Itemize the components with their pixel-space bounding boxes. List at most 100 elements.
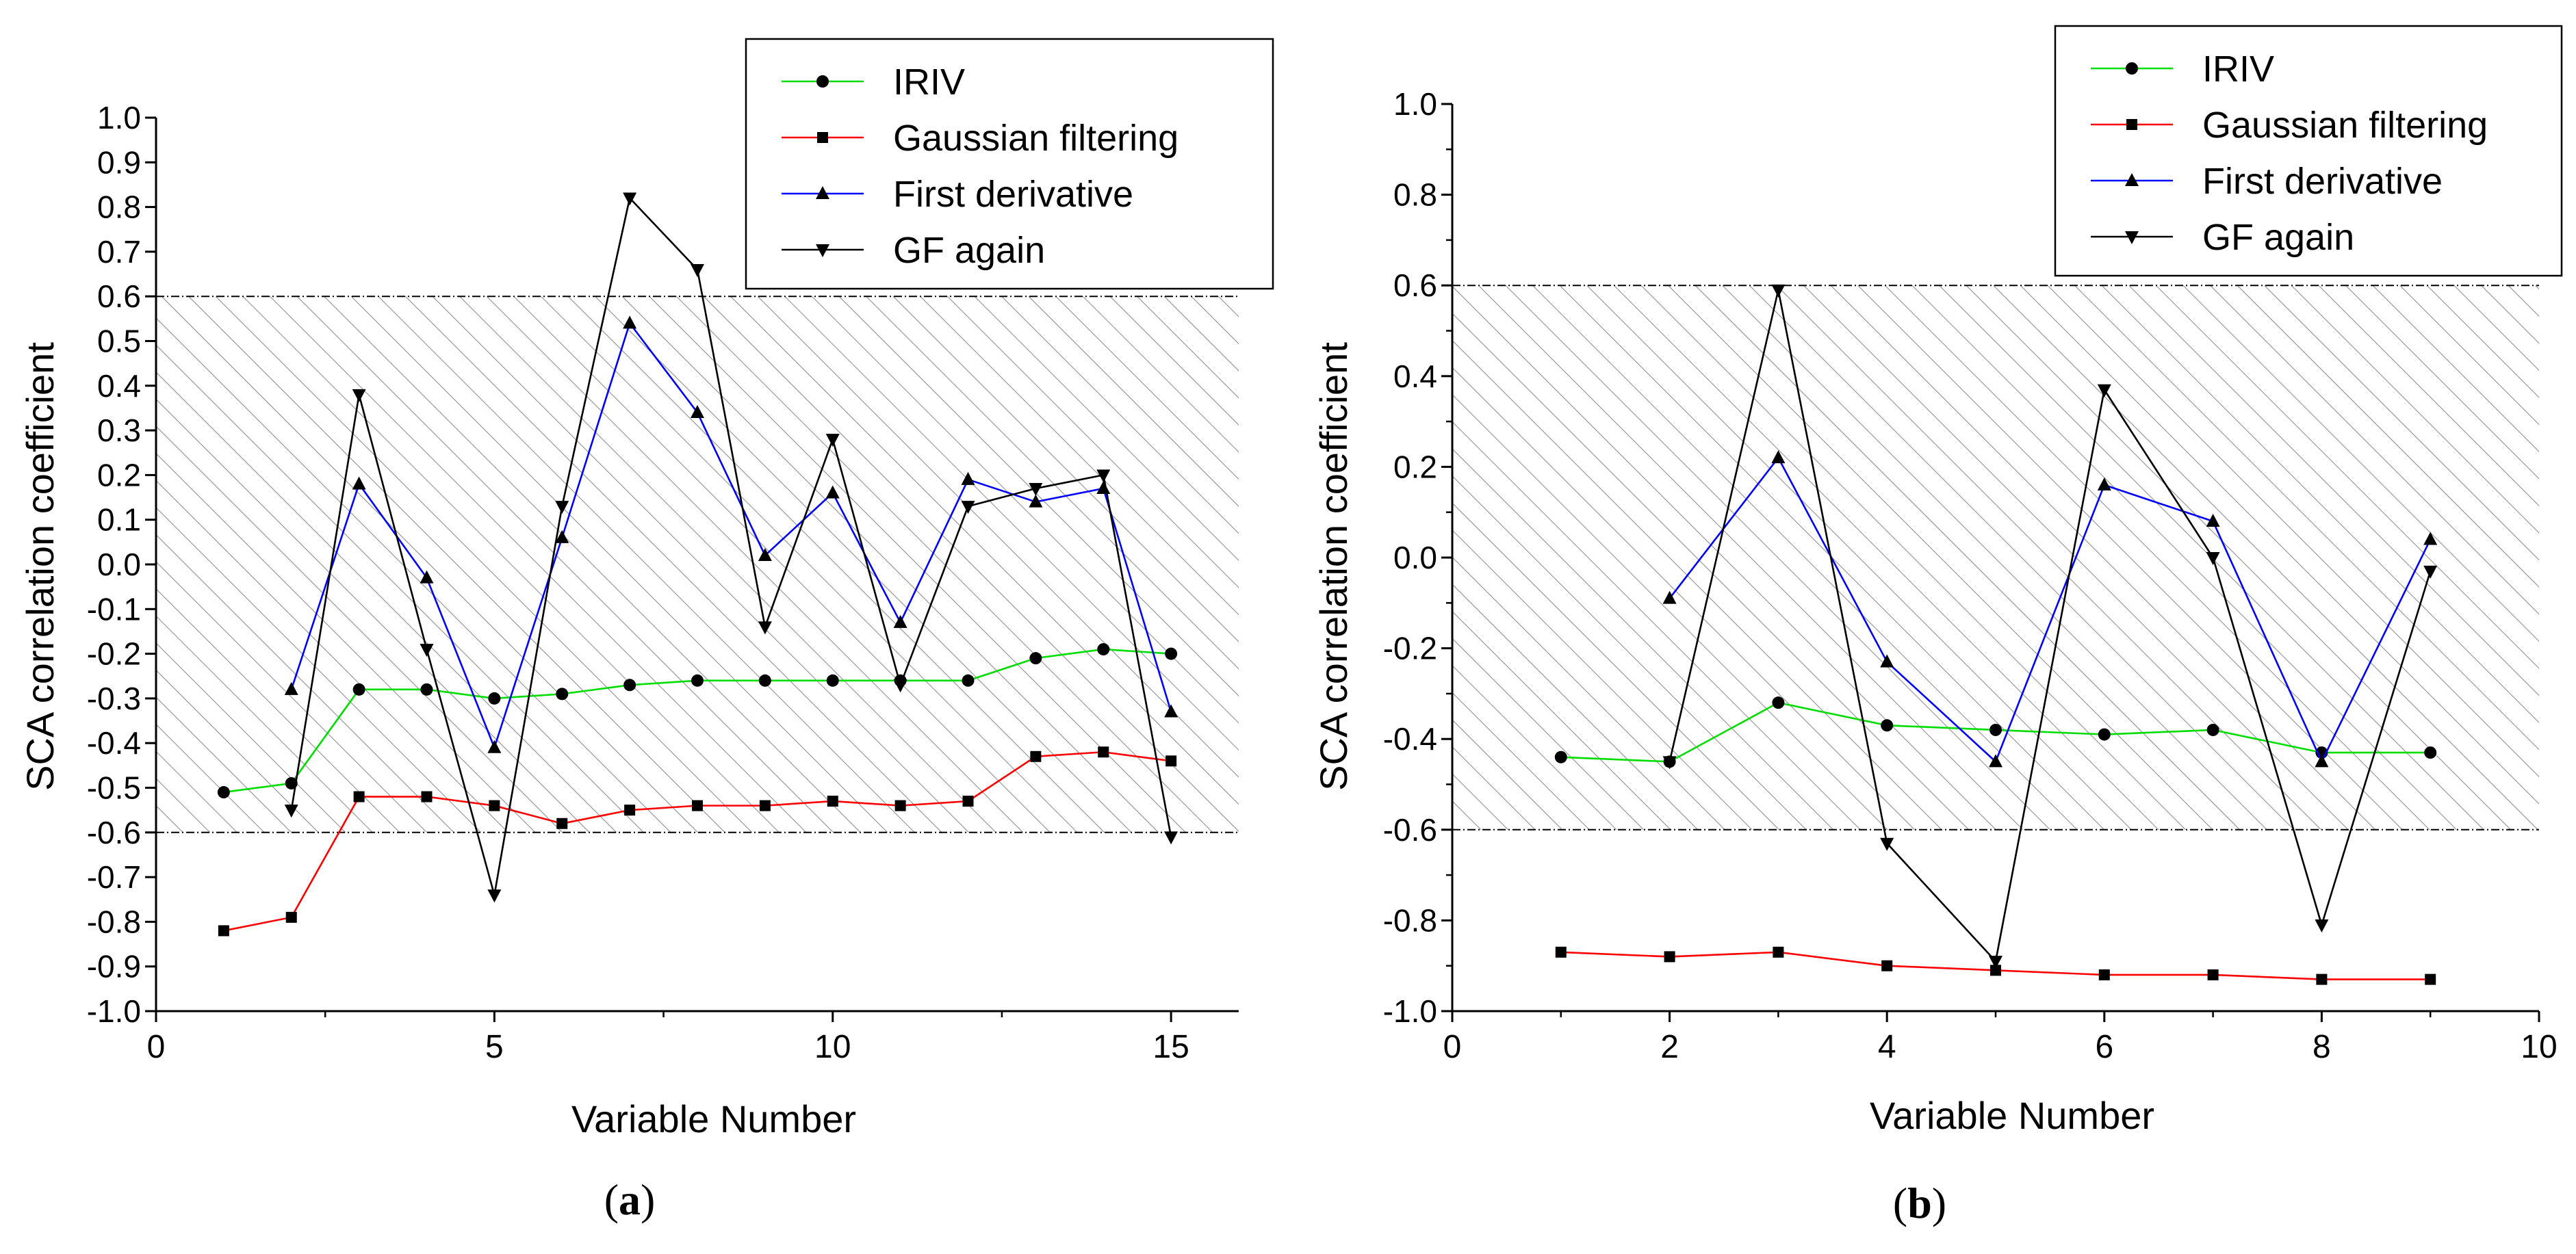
x-tick-label-b-1: 2 bbox=[1660, 1029, 1679, 1065]
data-point-a-0-14 bbox=[1165, 647, 1178, 660]
legend-marker-a-1 bbox=[817, 132, 828, 143]
data-point-b-1-4 bbox=[1990, 965, 2001, 976]
data-point-a-1-6 bbox=[624, 805, 636, 816]
y-tick-label-a-8: -0.2 bbox=[87, 636, 141, 672]
panel-caption-a: (a) bbox=[604, 1175, 656, 1224]
data-point-a-3-1 bbox=[352, 389, 366, 402]
data-point-a-2-2 bbox=[420, 570, 434, 584]
data-point-a-0-9 bbox=[826, 674, 839, 687]
data-point-a-0-13 bbox=[1097, 643, 1110, 656]
threshold-band-b bbox=[1452, 285, 2539, 830]
y-tick-label-a-20: 1.0 bbox=[97, 100, 141, 135]
legend-label-b-1: Gaussian filtering bbox=[2202, 105, 2488, 146]
data-point-a-2-11 bbox=[1029, 494, 1043, 508]
data-point-a-0-0 bbox=[217, 786, 230, 799]
legend-label-a-1: Gaussian filtering bbox=[893, 118, 1178, 159]
series-group-b bbox=[1554, 284, 2438, 985]
y-tick-label-b-9: 0.8 bbox=[1393, 177, 1437, 213]
data-point-a-3-10 bbox=[961, 501, 975, 514]
data-point-a-0-2 bbox=[352, 683, 365, 696]
x-axis-label-a: Variable Number bbox=[571, 1097, 856, 1140]
data-point-a-1-3 bbox=[421, 791, 433, 802]
y-tick-label-a-18: 0.8 bbox=[97, 190, 141, 225]
data-point-a-2-6 bbox=[691, 404, 704, 418]
series-line-b-3 bbox=[1669, 289, 2432, 963]
data-point-b-3-5 bbox=[2206, 552, 2220, 565]
data-point-a-0-6 bbox=[623, 679, 636, 692]
y-tick-label-a-16: 0.6 bbox=[97, 278, 141, 314]
threshold-band-a bbox=[156, 296, 1239, 833]
series-line-a-2 bbox=[290, 321, 1172, 750]
y-tick-label-a-17: 0.7 bbox=[97, 234, 141, 270]
legend-label-b-0: IRIV bbox=[2202, 49, 2274, 90]
data-point-a-2-4 bbox=[555, 530, 569, 543]
data-point-a-3-12 bbox=[1096, 469, 1111, 483]
y-tick-label-b-0: -1.0 bbox=[1383, 993, 1437, 1029]
data-point-b-0-5 bbox=[2098, 728, 2111, 741]
y-tick-label-a-11: 0.1 bbox=[97, 502, 141, 538]
data-point-a-2-3 bbox=[487, 740, 502, 753]
data-point-a-0-11 bbox=[962, 674, 975, 687]
y-tick-label-a-0: -1.0 bbox=[87, 993, 141, 1029]
x-tick-label-b-3: 6 bbox=[2095, 1029, 2113, 1065]
y-axis-label-a: SCA correlation coefficient bbox=[18, 342, 62, 791]
data-point-a-3-0 bbox=[284, 805, 298, 818]
y-tick-label-b-6: 0.2 bbox=[1393, 449, 1437, 484]
data-point-a-1-8 bbox=[759, 800, 771, 811]
y-tick-label-b-3: -0.4 bbox=[1383, 721, 1437, 757]
data-point-a-1-11 bbox=[962, 796, 974, 807]
data-point-b-0-6 bbox=[2206, 723, 2219, 736]
y-tick-label-b-8: 0.6 bbox=[1393, 267, 1437, 303]
data-point-a-1-7 bbox=[692, 800, 703, 811]
data-point-b-2-3 bbox=[1989, 754, 2002, 768]
data-point-b-1-0 bbox=[1555, 946, 1567, 958]
x-tick-label-b-2: 4 bbox=[1878, 1029, 1896, 1065]
panel-a: 0 5 10 15 -1.0 -0.9 -0.8 -0.7 -0.6 -0.5 -0.4 -0.3 -0… bbox=[18, 38, 1274, 1224]
data-point-b-0-8 bbox=[2424, 746, 2437, 759]
data-point-b-2-0 bbox=[1662, 590, 1677, 604]
legend-marker-a-3 bbox=[816, 244, 829, 257]
y-tick-label-a-12: 0.2 bbox=[97, 457, 141, 493]
data-point-a-1-4 bbox=[489, 800, 500, 811]
legend-label-a-2: First derivative bbox=[893, 174, 1133, 215]
data-point-a-1-14 bbox=[1165, 755, 1177, 767]
data-point-b-2-1 bbox=[1771, 450, 1786, 464]
y-tick-label-b-4: -0.2 bbox=[1383, 631, 1437, 666]
data-point-a-1-1 bbox=[285, 911, 297, 923]
legend-label-b-3: GF again bbox=[2202, 217, 2354, 258]
panel-b: 0 2 4 6 8 10 -1.0 -0.8 -0.6 -0.4 -0.2 0.0 0.2 0.4 0.6 0… bbox=[1312, 25, 2563, 1227]
data-point-b-3-3 bbox=[1989, 956, 2002, 969]
data-point-a-3-3 bbox=[487, 889, 502, 903]
legend-label-a-3: GF again bbox=[893, 230, 1045, 271]
data-point-b-0-2 bbox=[1772, 696, 1785, 709]
series-group-a bbox=[217, 192, 1178, 937]
data-point-b-0-3 bbox=[1881, 719, 1894, 732]
data-point-a-1-10 bbox=[894, 800, 906, 811]
y-tick-label-b-2: -0.6 bbox=[1383, 812, 1437, 848]
x-axis-label-b: Variable Number bbox=[1870, 1094, 2154, 1137]
x-tick-label-a-2: 10 bbox=[814, 1029, 851, 1065]
data-point-a-2-10 bbox=[961, 471, 975, 485]
data-point-a-1-13 bbox=[1098, 746, 1109, 758]
data-point-b-2-5 bbox=[2206, 513, 2220, 527]
legend-label-a-0: IRIV bbox=[893, 62, 965, 103]
legend-marker-b-0 bbox=[2126, 62, 2138, 75]
x-tick-label-b-5: 10 bbox=[2521, 1029, 2557, 1065]
data-point-b-1-2 bbox=[1773, 946, 1784, 958]
data-point-b-0-0 bbox=[1554, 750, 1567, 763]
y-tick-label-a-14: 0.4 bbox=[97, 368, 141, 404]
data-point-a-2-5 bbox=[623, 315, 637, 329]
data-point-b-1-5 bbox=[2098, 969, 2110, 980]
data-point-a-1-12 bbox=[1030, 750, 1042, 762]
legend-marker-a-2 bbox=[816, 186, 829, 199]
x-tick-label-a-0: 0 bbox=[147, 1029, 166, 1065]
x-tick-label-b-0: 0 bbox=[1443, 1029, 1462, 1065]
series-line-a-3 bbox=[290, 196, 1172, 896]
data-point-b-3-1 bbox=[1771, 284, 1786, 298]
y-tick-label-a-15: 0.5 bbox=[97, 324, 141, 359]
data-point-b-1-7 bbox=[2316, 974, 2328, 985]
data-point-b-2-7 bbox=[2423, 532, 2438, 545]
data-point-a-1-2 bbox=[353, 791, 365, 802]
data-point-b-2-4 bbox=[2097, 477, 2111, 491]
y-tick-label-a-9: -0.1 bbox=[87, 591, 141, 627]
